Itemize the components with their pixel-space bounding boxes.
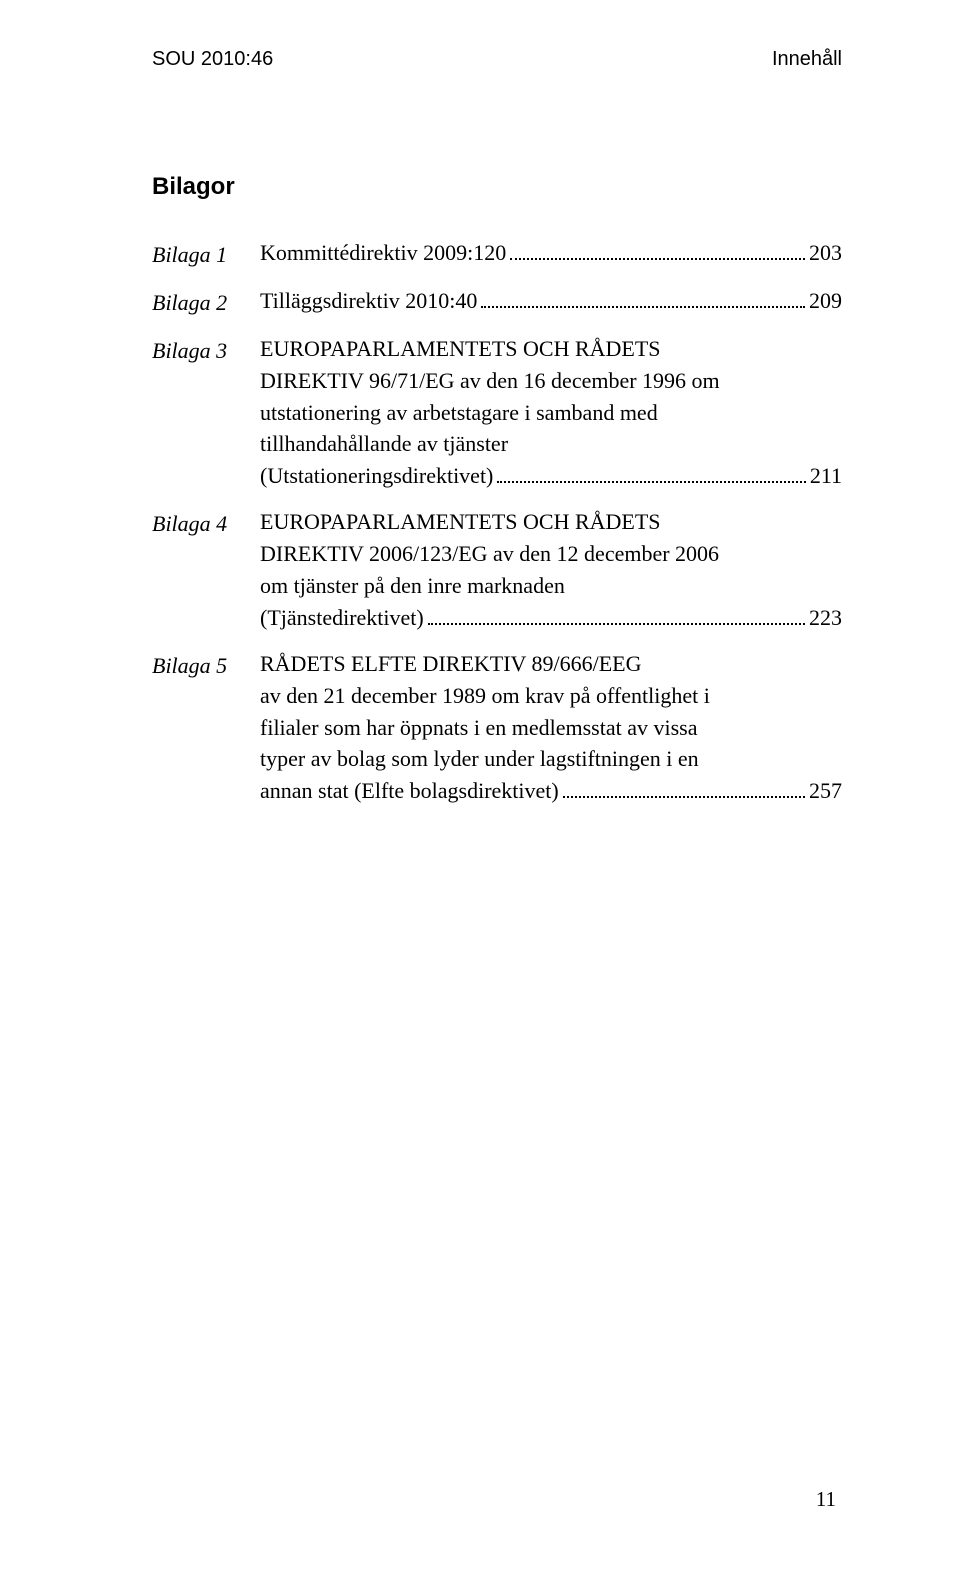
entry-page-number: 209: [809, 285, 842, 317]
entry-page-number: 211: [810, 460, 842, 492]
toc-entry: Bilaga 2Tilläggsdirektiv 2010:40 209: [152, 285, 842, 319]
leader-dots: [481, 288, 805, 308]
entry-body: RÅDETS ELFTE DIREKTIV 89/666/EEGav den 2…: [260, 648, 842, 807]
leader-dots: [497, 464, 805, 484]
header-right: Innehåll: [772, 48, 842, 71]
entry-text-line: typer av bolag som lyder under lagstiftn…: [260, 743, 842, 775]
leader-dots: [563, 779, 805, 799]
entry-line-with-page: annan stat (Elfte bolagsdirektivet) 257: [260, 775, 842, 807]
entry-text-line: tillhandahållande av tjänster: [260, 428, 842, 460]
entry-body: Kommittédirektiv 2009:120 203: [260, 237, 842, 269]
toc-entry: Bilaga 5RÅDETS ELFTE DIREKTIV 89/666/EEG…: [152, 648, 842, 807]
entry-lead-text: (Tjänstedirektivet): [260, 602, 424, 634]
entry-body: Tilläggsdirektiv 2010:40 209: [260, 285, 842, 317]
leader-dots: [510, 240, 805, 260]
entry-text-line: DIREKTIV 96/71/EG av den 16 december 199…: [260, 365, 842, 397]
entry-line-with-page: (Tjänstedirektivet) 223: [260, 602, 842, 634]
page-container: SOU 2010:46 Innehåll Bilagor Bilaga 1Kom…: [0, 0, 960, 1578]
entry-label: Bilaga 5: [152, 648, 260, 682]
entry-text-line: utstationering av arbetstagare i samband…: [260, 397, 842, 429]
entry-label: Bilaga 3: [152, 333, 260, 367]
entry-text-line: av den 21 december 1989 om krav på offen…: [260, 680, 842, 712]
entry-body: EUROPAPARLAMENTETS OCH RÅDETSDIREKTIV 96…: [260, 333, 842, 492]
entry-line-with-page: (Utstationeringsdirektivet) 211: [260, 460, 842, 492]
entry-label: Bilaga 1: [152, 237, 260, 271]
page-header: SOU 2010:46 Innehåll: [152, 48, 842, 71]
entry-text-line: RÅDETS ELFTE DIREKTIV 89/666/EEG: [260, 648, 842, 680]
leader-dots: [428, 605, 805, 625]
entry-page-number: 257: [809, 775, 842, 807]
entry-lead-text: Kommittédirektiv 2009:120: [260, 237, 506, 269]
page-number: 11: [816, 1487, 836, 1512]
entry-text-line: EUROPAPARLAMENTETS OCH RÅDETS: [260, 333, 842, 365]
entry-page-number: 203: [809, 237, 842, 269]
header-left: SOU 2010:46: [152, 48, 273, 71]
entry-text-line: DIREKTIV 2006/123/EG av den 12 december …: [260, 538, 842, 570]
entry-label: Bilaga 2: [152, 285, 260, 319]
entry-page-number: 223: [809, 602, 842, 634]
entry-text-line: EUROPAPARLAMENTETS OCH RÅDETS: [260, 506, 842, 538]
entry-body: EUROPAPARLAMENTETS OCH RÅDETSDIREKTIV 20…: [260, 506, 842, 634]
entry-line-with-page: Kommittédirektiv 2009:120 203: [260, 237, 842, 269]
entry-line-with-page: Tilläggsdirektiv 2010:40 209: [260, 285, 842, 317]
toc-entry: Bilaga 4EUROPAPARLAMENTETS OCH RÅDETSDIR…: [152, 506, 842, 634]
entry-lead-text: (Utstationeringsdirektivet): [260, 460, 493, 492]
toc-entry: Bilaga 1Kommittédirektiv 2009:120 203: [152, 237, 842, 271]
section-title: Bilagor: [152, 173, 842, 201]
entry-text-line: filialer som har öppnats i en medlemssta…: [260, 712, 842, 744]
toc-entry: Bilaga 3EUROPAPARLAMENTETS OCH RÅDETSDIR…: [152, 333, 842, 492]
entry-lead-text: annan stat (Elfte bolagsdirektivet): [260, 775, 559, 807]
entry-text-line: om tjänster på den inre marknaden: [260, 570, 842, 602]
toc-entries: Bilaga 1Kommittédirektiv 2009:120203Bila…: [152, 237, 842, 807]
entry-lead-text: Tilläggsdirektiv 2010:40: [260, 285, 477, 317]
entry-label: Bilaga 4: [152, 506, 260, 540]
